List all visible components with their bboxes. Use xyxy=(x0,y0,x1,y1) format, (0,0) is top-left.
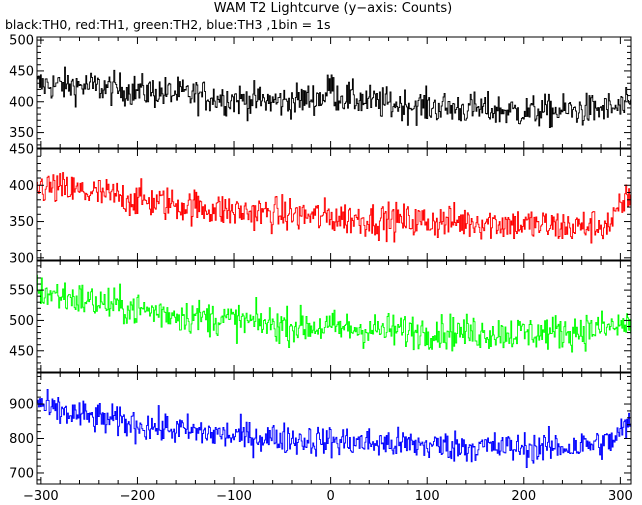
panel-frame-th0 xyxy=(36,36,632,149)
panel-th2: 450 500 550 xyxy=(9,260,632,373)
y-tick-label: 700 xyxy=(9,466,34,481)
x-tick-label: −300 xyxy=(23,489,59,504)
series-line-th0 xyxy=(37,66,631,129)
panel-th0: 350 400 450 500 xyxy=(9,34,632,149)
x-tick-label: 200 xyxy=(511,489,536,504)
y-tick-label: 350 xyxy=(9,126,34,141)
x-tick-label: 300 xyxy=(608,489,633,504)
y-tick-label: 300 xyxy=(9,251,34,266)
y-tick-label: 350 xyxy=(9,215,34,230)
panels-group: 350 400 450 500 300 350 400 450 450 500 550 700 800 9… xyxy=(9,34,632,485)
x-axis: −300 −200 −100 0 100 200 300 xyxy=(23,489,633,504)
panel-th3: 700 800 900 xyxy=(9,372,632,485)
y-tick-label: 500 xyxy=(9,34,34,49)
series-line-th1 xyxy=(37,172,631,244)
panel-th1: 300 350 400 450 xyxy=(9,143,632,266)
x-tick-label: 0 xyxy=(326,489,334,504)
panel-frame-th1 xyxy=(36,148,632,261)
series-line-th2 xyxy=(37,274,631,353)
y-tick-label: 550 xyxy=(9,284,34,299)
y-tick-label: 400 xyxy=(9,179,34,194)
chart-title: WAM T2 Lightcurve (y−axis: Counts) xyxy=(214,1,452,16)
panel-frame-th3 xyxy=(36,372,632,485)
x-tick-label: −200 xyxy=(120,489,156,504)
y-tick-label: 900 xyxy=(9,398,34,413)
y-tick-label: 800 xyxy=(9,432,34,447)
y-tick-label: 450 xyxy=(9,344,34,359)
y-tick-label: 450 xyxy=(9,143,34,158)
x-tick-label: 100 xyxy=(415,489,440,504)
panel-frame-th2 xyxy=(36,260,632,373)
y-tick-label: 500 xyxy=(9,314,34,329)
chart-subtitle: black:TH0, red:TH1, green:TH2, blue:TH3 … xyxy=(5,17,331,32)
y-tick-label: 450 xyxy=(9,64,34,79)
x-tick-label: −100 xyxy=(216,489,252,504)
y-tick-label: 400 xyxy=(9,95,34,110)
series-line-th3 xyxy=(37,388,631,468)
